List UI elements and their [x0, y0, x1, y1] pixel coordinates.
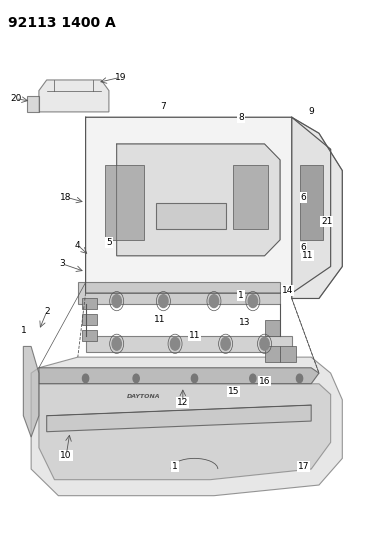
Polygon shape — [86, 336, 292, 352]
Circle shape — [170, 337, 180, 350]
Circle shape — [112, 295, 121, 308]
Text: 13: 13 — [239, 318, 251, 327]
Polygon shape — [47, 405, 311, 432]
Text: 19: 19 — [115, 73, 126, 82]
Text: 16: 16 — [259, 377, 270, 385]
Text: DAYTONA: DAYTONA — [127, 394, 161, 399]
Text: 8: 8 — [238, 113, 244, 122]
Text: 11: 11 — [189, 332, 200, 340]
Text: 9: 9 — [308, 108, 314, 116]
Bar — [265, 346, 280, 362]
Polygon shape — [27, 96, 39, 112]
Text: 11: 11 — [301, 252, 313, 260]
Circle shape — [250, 374, 256, 383]
Text: 4: 4 — [75, 241, 81, 249]
Polygon shape — [39, 384, 331, 480]
Text: 18: 18 — [60, 193, 72, 201]
Circle shape — [221, 337, 230, 350]
Polygon shape — [39, 80, 109, 112]
Text: 5: 5 — [106, 238, 112, 247]
Text: 21: 21 — [321, 217, 333, 225]
Bar — [82, 314, 97, 325]
Polygon shape — [23, 346, 39, 437]
Bar — [82, 330, 97, 341]
Text: 1: 1 — [238, 292, 244, 300]
Bar — [82, 298, 97, 309]
Text: 20: 20 — [10, 94, 21, 103]
Polygon shape — [39, 368, 319, 384]
Text: 3: 3 — [60, 260, 65, 268]
Text: 17: 17 — [298, 462, 309, 471]
Bar — [233, 165, 268, 229]
Text: 6: 6 — [301, 244, 306, 252]
Text: 10: 10 — [60, 451, 72, 460]
Text: 12: 12 — [177, 398, 189, 407]
Circle shape — [296, 374, 303, 383]
Circle shape — [159, 295, 168, 308]
Bar — [105, 165, 144, 240]
Bar — [265, 320, 280, 336]
Circle shape — [260, 337, 269, 350]
Text: 1: 1 — [172, 462, 178, 471]
Circle shape — [209, 295, 219, 308]
Bar — [280, 346, 296, 362]
Circle shape — [82, 374, 89, 383]
Text: 6: 6 — [301, 193, 306, 201]
Polygon shape — [31, 357, 342, 496]
Bar — [300, 165, 323, 240]
Polygon shape — [156, 203, 226, 229]
Text: 2: 2 — [44, 308, 49, 316]
Polygon shape — [117, 144, 280, 256]
Text: 1: 1 — [21, 326, 26, 335]
Text: 11: 11 — [154, 316, 165, 324]
Circle shape — [133, 374, 139, 383]
Polygon shape — [86, 117, 331, 293]
Text: 14: 14 — [282, 286, 294, 295]
Circle shape — [191, 374, 198, 383]
Polygon shape — [78, 282, 280, 304]
Polygon shape — [292, 117, 342, 298]
Circle shape — [248, 295, 258, 308]
Text: 7: 7 — [161, 102, 166, 111]
Text: 15: 15 — [228, 387, 239, 396]
Text: 92113 1400 A: 92113 1400 A — [8, 16, 116, 30]
Circle shape — [112, 337, 121, 350]
